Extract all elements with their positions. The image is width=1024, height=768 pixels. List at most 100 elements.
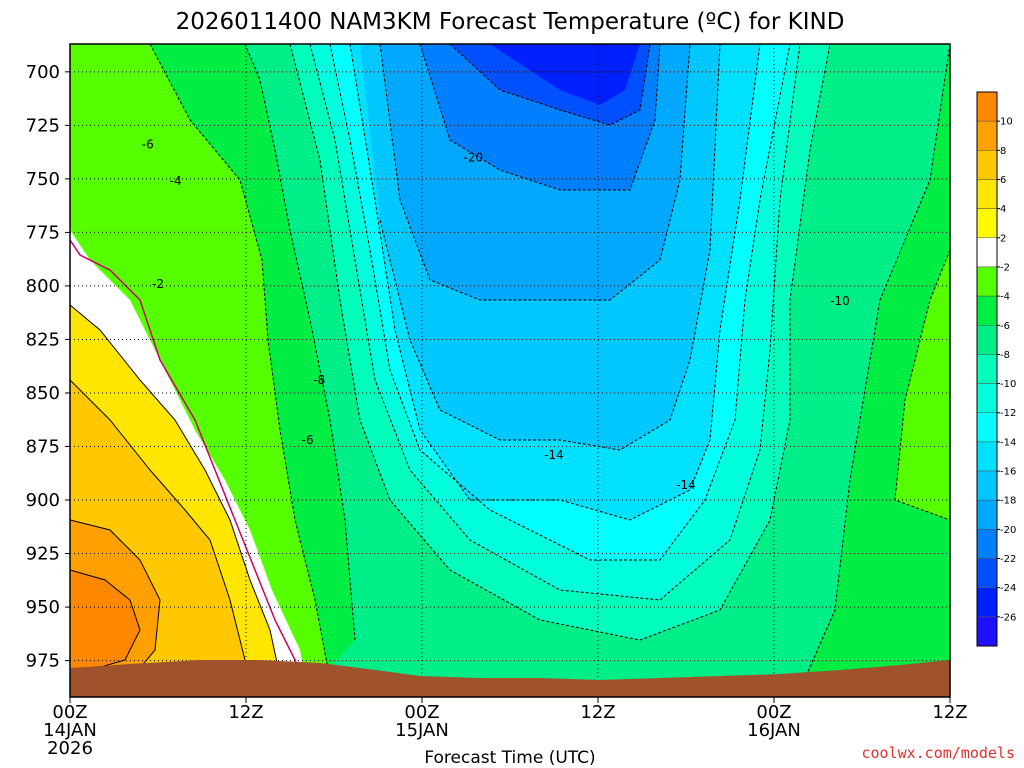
x-tick-year: 2026 xyxy=(47,738,93,759)
contour-label: -10 xyxy=(830,294,850,308)
colorbar-swatch xyxy=(976,441,998,472)
band-minus-26 xyxy=(490,44,640,105)
y-tick-label: 875 xyxy=(26,437,60,458)
colorbar-label: 8 xyxy=(1000,146,1006,157)
y-tick-label: 975 xyxy=(26,651,60,672)
x-axis-label: Forecast Time (UTC) xyxy=(424,748,595,768)
contour-labels: -6 -4 -2 -20 -8 -6 -14 -14 -10 xyxy=(142,138,850,492)
y-tick-label: 850 xyxy=(26,383,60,404)
x-tick-date: 15JAN xyxy=(395,720,449,741)
contour-line xyxy=(449,44,651,126)
colorbar-swatch xyxy=(976,587,998,618)
colorbar-label: -8 xyxy=(1000,350,1010,361)
solid-contours xyxy=(70,304,285,697)
contour-line xyxy=(894,249,950,521)
colorbar-label: -18 xyxy=(1000,496,1016,507)
colorbar-swatch xyxy=(976,179,998,209)
colorbar-label: -16 xyxy=(1000,467,1016,478)
x-tick-date: 14JAN xyxy=(43,720,97,741)
colorbar-swatch xyxy=(976,325,998,355)
contour-lines xyxy=(149,44,950,691)
contour-label: -8 xyxy=(313,373,325,387)
band-minus-4-east xyxy=(895,250,950,520)
x-tick-label: 00Z xyxy=(52,702,87,723)
contour-line xyxy=(289,44,831,641)
x-tick-label: 12Z xyxy=(580,702,615,723)
y-tick-label: 825 xyxy=(26,329,60,350)
contour-line xyxy=(309,44,801,601)
colorbar-label: -26 xyxy=(1000,612,1016,623)
contour-line xyxy=(379,44,721,451)
contour-line xyxy=(70,304,285,697)
y-tick-label: 725 xyxy=(26,115,60,136)
plot-area xyxy=(70,44,950,697)
colorbar-label: 4 xyxy=(1000,204,1006,215)
contour-line xyxy=(799,44,950,691)
contour-line xyxy=(349,44,761,521)
colorbar-label: -4 xyxy=(1000,292,1010,303)
contour-label: -4 xyxy=(170,174,182,188)
colorbar-swatch xyxy=(976,558,998,588)
colorbar-swatch xyxy=(976,383,998,413)
colorbar-swatch xyxy=(976,470,998,501)
ground xyxy=(70,660,950,697)
y-tick-label: 800 xyxy=(26,276,60,297)
colorbar-label: -2 xyxy=(1000,262,1010,273)
colorbar-swatch xyxy=(976,266,998,297)
colorbar-frame xyxy=(976,91,998,647)
colorbar-label: -10 xyxy=(1000,379,1016,390)
colorbar-swatch xyxy=(976,208,998,239)
y-tick-label: 925 xyxy=(26,544,60,565)
colorbar-label: -6 xyxy=(1000,321,1010,332)
y-tick-label: 775 xyxy=(26,222,60,243)
colorbar-swatch xyxy=(976,295,998,326)
chart-title: 2026011400 NAM3KM Forecast Temperature (… xyxy=(176,9,845,35)
colorbar-label: 10 xyxy=(1000,117,1013,128)
y-tick-label: 900 xyxy=(26,490,60,511)
contour-line xyxy=(419,44,661,191)
colorbar-label: -24 xyxy=(1000,583,1016,594)
grid xyxy=(70,44,950,697)
contour-line xyxy=(379,44,691,301)
colorbar-label: -22 xyxy=(1000,554,1016,565)
colorbar-swatch xyxy=(976,616,998,647)
contour-label: -2 xyxy=(152,277,164,291)
colorbar-swatch xyxy=(976,529,998,559)
y-tick-label: 750 xyxy=(26,169,60,190)
contour-label: -6 xyxy=(142,138,154,152)
contour-line xyxy=(149,44,331,681)
x-tick-label: 00Z xyxy=(756,702,791,723)
colorbar-swatch xyxy=(976,499,998,530)
contour-label: -6 xyxy=(302,433,314,447)
contour-label: -20 xyxy=(464,150,484,164)
x-tick-label: 12Z xyxy=(932,702,967,723)
plot-frame xyxy=(69,43,951,698)
colorbar-swatch xyxy=(976,91,998,122)
colorbar-label: 2 xyxy=(1000,233,1006,244)
colorbar: 10 8 6 4 2 -2 -4 -6 -8 -10 -12 -14 -16 -18 -20 -22 -24 -2… xyxy=(976,91,1016,647)
colorbar-label: -14 xyxy=(1000,437,1016,448)
zero-degree-line xyxy=(70,239,311,691)
contour-line xyxy=(244,44,356,641)
contour-label: -14 xyxy=(544,448,564,462)
y-tick-label: 950 xyxy=(26,597,60,618)
colorbar-label: -12 xyxy=(1000,408,1016,419)
colorbar-swatch xyxy=(976,412,998,443)
x-tick-label: 00Z xyxy=(404,702,439,723)
colorbar-swatch xyxy=(976,354,998,384)
contour-label: -14 xyxy=(676,478,696,492)
x-tick-date: 16JAN xyxy=(747,720,801,741)
y-axis: 700 725 750 775 800 825 850 875 900 925 950 975 xyxy=(26,62,70,672)
colorbar-label: -20 xyxy=(1000,525,1016,536)
colorbar-label: 6 xyxy=(1000,175,1006,186)
contour-line xyxy=(329,44,791,561)
y-tick-label: 700 xyxy=(26,62,60,83)
contour-line xyxy=(70,379,246,661)
colorbar-swatch xyxy=(976,150,998,180)
credit-text: coolwx.com/models xyxy=(861,744,1015,762)
colorbar-swatch xyxy=(976,120,998,151)
band-minus-6-east xyxy=(800,44,950,697)
colorbar-swatch xyxy=(976,237,998,268)
